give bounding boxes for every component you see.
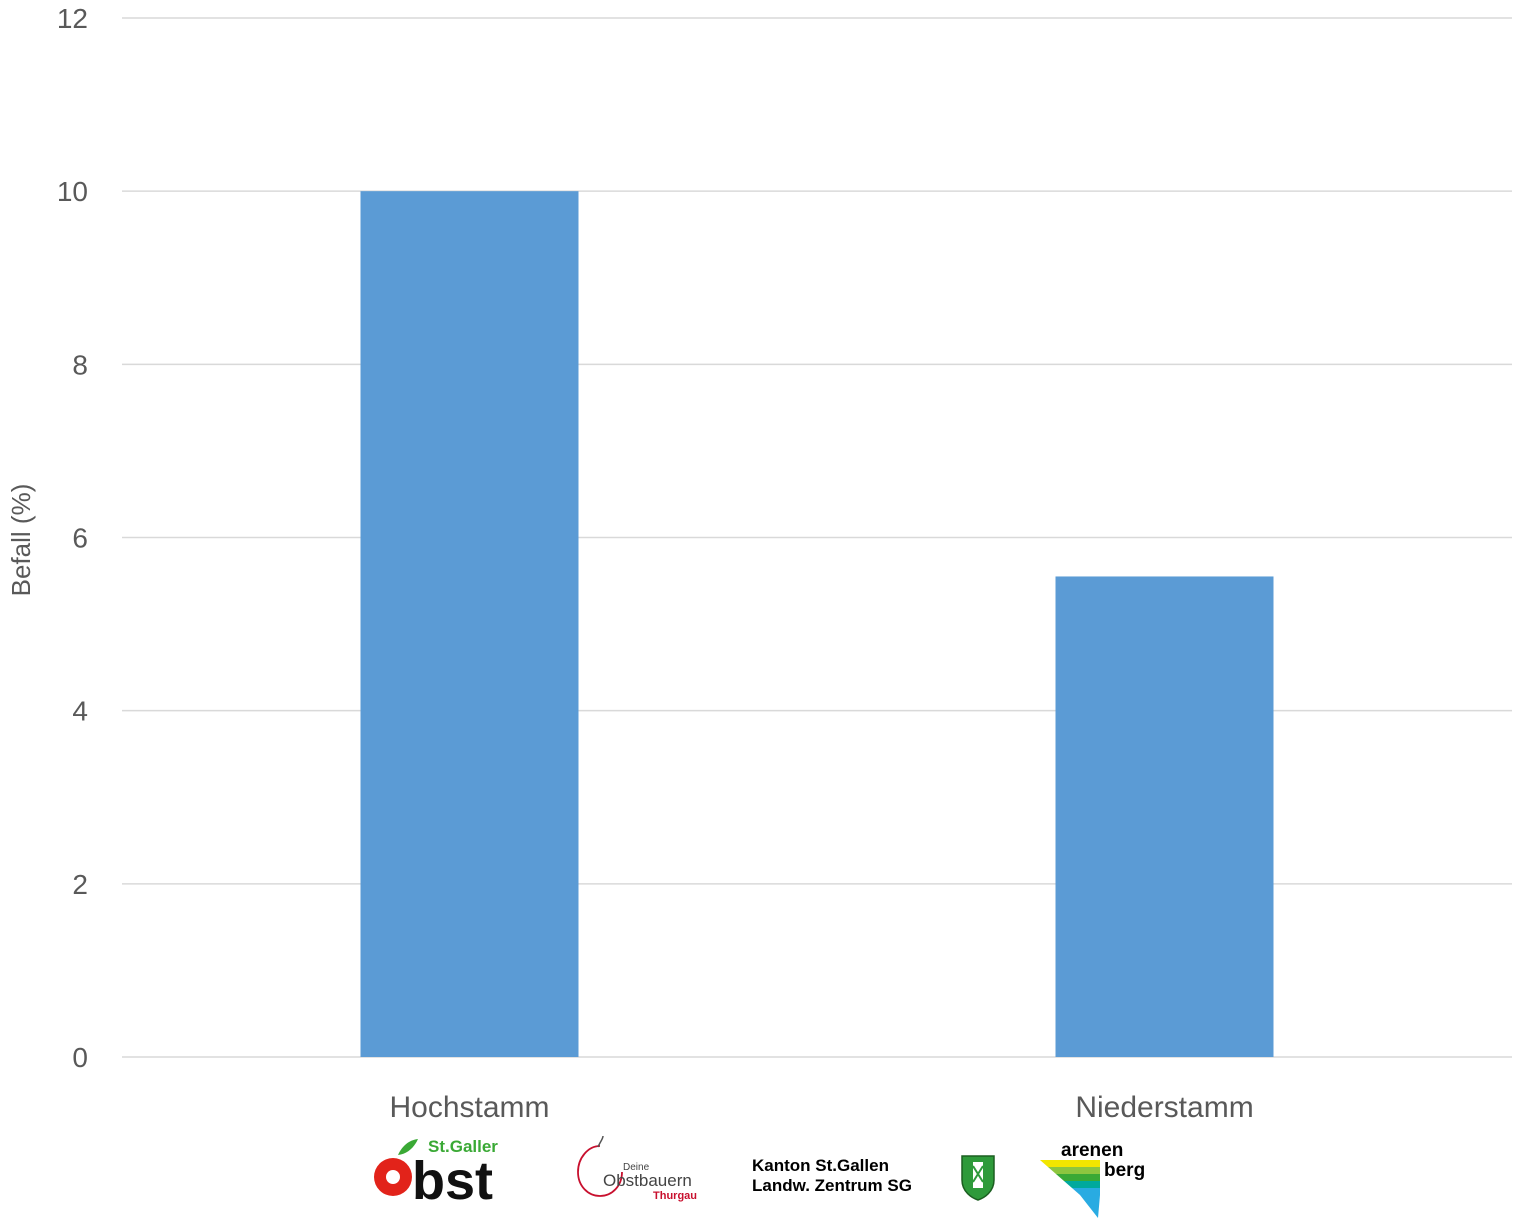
y-axis-ticks: 0 2 4 6 8 10 12 — [57, 3, 88, 1073]
x-axis-categories: Hochstamm Niederstamm — [389, 1091, 1253, 1124]
y-axis-label: Befall (%) — [6, 484, 36, 597]
y-tick-label: 12 — [57, 3, 88, 34]
svg-text:Obstbauern: Obstbauern — [603, 1171, 692, 1190]
svg-text:Kanton St.Gallen: Kanton St.Gallen — [752, 1156, 889, 1175]
y-tick-label: 10 — [57, 176, 88, 207]
obstbauern-thurgau-logo: Deine Obstbauern Thurgau — [577, 1135, 697, 1202]
y-tick-label: 8 — [72, 349, 88, 380]
svg-text:arenen: arenen — [1061, 1140, 1123, 1161]
svg-text:bst: bst — [412, 1151, 493, 1211]
x-category-label: Hochstamm — [389, 1091, 549, 1124]
x-category-label: Niederstamm — [1075, 1091, 1253, 1124]
svg-text:St.Galler: St.Galler — [428, 1137, 498, 1156]
stgaller-obst-logo: St.Galler bst — [374, 1137, 498, 1211]
y-tick-label: 4 — [72, 696, 88, 727]
bar-niederstamm — [1055, 576, 1274, 1057]
bar-hochstamm — [360, 191, 579, 1057]
svg-text:Landw. Zentrum SG: Landw. Zentrum SG — [752, 1176, 912, 1195]
bars — [360, 191, 1274, 1057]
gridlines — [122, 17, 1512, 1058]
y-tick-label: 6 — [72, 523, 88, 554]
arenenberg-logo: arenen berg — [1040, 1140, 1145, 1218]
kanton-stgallen-logo: Kanton St.Gallen Landw. Zentrum SG — [752, 1155, 995, 1201]
y-tick-label: 0 — [72, 1042, 88, 1073]
svg-text:berg: berg — [1104, 1160, 1145, 1181]
svg-text:Thurgau: Thurgau — [653, 1190, 697, 1202]
svg-text:Deine: Deine — [623, 1162, 650, 1173]
y-tick-label: 2 — [72, 869, 88, 900]
